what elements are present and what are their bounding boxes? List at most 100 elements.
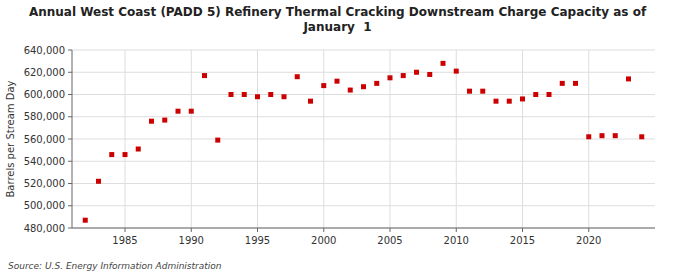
point xyxy=(639,134,644,139)
grid-line-y xyxy=(72,228,655,229)
tick-y xyxy=(68,50,72,51)
chart: Annual West Coast (PADD 5) Refinery Ther… xyxy=(0,0,675,275)
grid-line-x xyxy=(456,50,457,228)
tick-y xyxy=(68,72,72,73)
title-line: January 1 xyxy=(302,20,371,34)
point xyxy=(176,109,181,114)
tick-y xyxy=(68,116,72,117)
point xyxy=(202,73,207,78)
point xyxy=(136,147,141,152)
point xyxy=(96,179,101,184)
point xyxy=(547,92,552,97)
point xyxy=(600,133,605,138)
point xyxy=(321,83,326,88)
title-line: Annual West Coast (PADD 5) Refinery Ther… xyxy=(29,5,647,19)
point xyxy=(613,133,618,138)
grid-line-x xyxy=(323,50,324,228)
tick-label-x: 2005 xyxy=(377,235,402,246)
tick-label-y: 580,000 xyxy=(24,111,65,122)
tick-y xyxy=(68,228,72,229)
tick-label-x: 1990 xyxy=(179,235,204,246)
point xyxy=(189,109,194,114)
tick-y xyxy=(68,161,72,162)
point xyxy=(109,152,114,157)
point xyxy=(348,88,353,93)
tick-label-y: 480,000 xyxy=(24,223,65,234)
point xyxy=(149,119,154,124)
grid-line-y xyxy=(72,94,655,95)
point xyxy=(520,96,525,101)
point xyxy=(388,75,393,80)
point xyxy=(586,134,591,139)
point xyxy=(83,218,88,223)
point xyxy=(215,138,220,143)
grid-line-x xyxy=(522,50,523,228)
y-axis-label: Barrels per Stream Day xyxy=(5,80,16,197)
source: Source: U.S. Energy Information Administ… xyxy=(8,261,222,271)
tick-x xyxy=(125,228,126,232)
grid-line-x xyxy=(191,50,192,228)
tick-y xyxy=(68,94,72,95)
tick-y xyxy=(68,205,72,206)
point xyxy=(573,81,578,86)
tick-x xyxy=(390,228,391,232)
tick-label-x: 2000 xyxy=(311,235,336,246)
point xyxy=(454,69,459,74)
tick-label-y: 500,000 xyxy=(24,200,65,211)
axes: 480,000 500,000 520,000 540,000 560,000 580,0… xyxy=(24,45,655,247)
point xyxy=(401,73,406,78)
point xyxy=(308,99,313,104)
x-axis-line xyxy=(72,228,655,229)
tick-label-y: 600,000 xyxy=(24,89,65,100)
point xyxy=(626,76,631,81)
grid xyxy=(72,50,655,228)
grid-line-y xyxy=(72,139,655,140)
tick-x xyxy=(257,228,258,232)
grid-line-x xyxy=(257,50,258,228)
grid-line-y xyxy=(72,205,655,206)
grid-line-y xyxy=(72,161,655,162)
point xyxy=(441,61,446,66)
point xyxy=(560,81,565,86)
point xyxy=(480,89,485,94)
point xyxy=(533,92,538,97)
point xyxy=(268,92,273,97)
grid-line-y xyxy=(72,183,655,184)
grid-line-x xyxy=(125,50,126,228)
tick-label-x: 2010 xyxy=(444,235,469,246)
grid-line-y xyxy=(72,72,655,73)
point xyxy=(255,94,260,99)
grid-line-y xyxy=(72,116,655,117)
tick-label-x: 1985 xyxy=(112,235,137,246)
point xyxy=(242,92,247,97)
point xyxy=(282,94,287,99)
point xyxy=(374,81,379,86)
tick-x xyxy=(522,228,523,232)
point xyxy=(123,152,128,157)
tick-label-y: 520,000 xyxy=(24,178,65,189)
point xyxy=(414,70,419,75)
tick-label-x: 2020 xyxy=(576,235,601,246)
point xyxy=(229,92,234,97)
point xyxy=(427,72,432,77)
tick-label-x: 1995 xyxy=(245,235,270,246)
tick-x xyxy=(191,228,192,232)
point xyxy=(162,118,167,123)
grid-line-y xyxy=(72,50,655,51)
tick-label-y: 540,000 xyxy=(24,156,65,167)
tick-y xyxy=(68,183,72,184)
tick-label-x: 2015 xyxy=(510,235,535,246)
point xyxy=(507,99,512,104)
point xyxy=(361,84,366,89)
title: Annual West Coast (PADD 5) Refinery Ther… xyxy=(29,5,647,34)
tick-y xyxy=(68,139,72,140)
tick-x xyxy=(456,228,457,232)
point xyxy=(467,89,472,94)
tick-x xyxy=(323,228,324,232)
tick-label-y: 620,000 xyxy=(24,67,65,78)
tick-x xyxy=(588,228,589,232)
points xyxy=(83,61,645,223)
y-axis-line xyxy=(72,50,73,228)
tick-label-y: 560,000 xyxy=(24,134,65,145)
tick-label-y: 640,000 xyxy=(24,45,65,56)
